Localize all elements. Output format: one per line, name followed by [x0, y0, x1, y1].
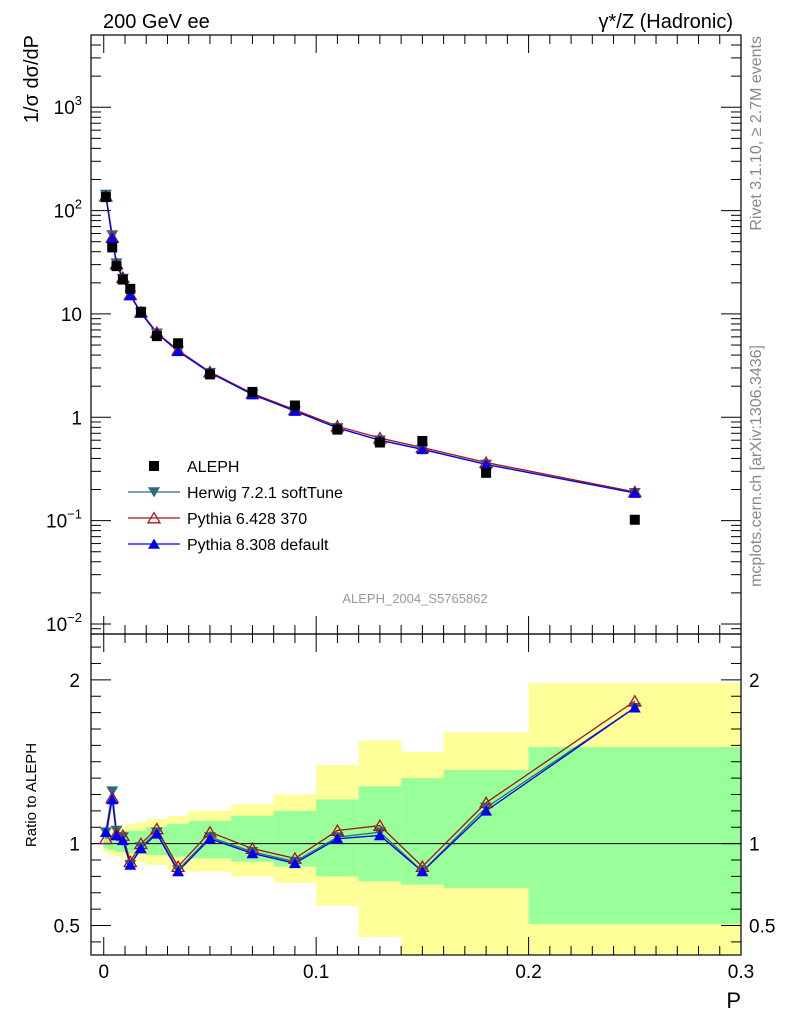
data-point — [151, 331, 162, 342]
data-point — [125, 283, 136, 294]
legend-label: Pythia 8.308 default — [187, 537, 329, 554]
ratio-data-point — [116, 834, 129, 846]
data-point — [204, 369, 215, 380]
stat-uncertainty-band — [443, 769, 529, 888]
rivet-label: Rivet 3.1.10, ≥ 2.7M events — [748, 36, 765, 231]
ratio-plot-series — [98, 694, 642, 877]
data-point — [173, 338, 184, 349]
data-point — [117, 274, 128, 285]
y-tick-label: 1 — [71, 408, 82, 429]
main-y-axis-label: 1/σ dσ/dP — [21, 35, 43, 123]
stat-uncertainty-band — [135, 830, 147, 854]
ratio-data-point — [246, 848, 259, 859]
ratio-data-point — [331, 833, 344, 844]
y-tick-label-exponent: 2 — [75, 197, 82, 212]
ratio-data-point — [150, 828, 163, 839]
y-tick-label-mantissa: 10 — [46, 512, 67, 533]
data-point — [247, 386, 258, 397]
data-point — [124, 290, 137, 301]
data-point — [629, 514, 640, 525]
ratio-data-point — [124, 859, 137, 870]
y-tick-label: 10−1 — [46, 507, 82, 533]
ratio-data-point — [172, 866, 185, 877]
data-point — [416, 443, 429, 455]
legend-label: Herwig 7.2.1 softTune — [187, 485, 343, 502]
stat-uncertainty-band — [167, 823, 189, 857]
legend-marker — [148, 538, 160, 549]
data-point — [289, 400, 300, 411]
data-point — [135, 306, 146, 317]
data-point — [481, 467, 492, 478]
ratio-y-tick-label-left: 2 — [69, 671, 80, 692]
data-point — [480, 459, 493, 470]
ratio-uncertainty-bands — [103, 683, 741, 955]
ratio-plot-frame: 0 0.1 0.2 0.3 0.5 0.5 1 1 2 2 — [54, 633, 775, 983]
legend-marker — [148, 487, 160, 498]
data-point — [628, 487, 641, 498]
ratio-data-point — [288, 857, 301, 869]
ratio-data-point — [106, 794, 119, 805]
process-label: γ*/Z (Hadronic) — [599, 11, 733, 33]
x-tick-label: 0.1 — [303, 962, 329, 983]
data-point — [106, 232, 119, 244]
y-tick-label-exponent: 3 — [75, 93, 82, 108]
legend-label: ALEPH — [187, 459, 239, 476]
legend: ALEPH Herwig 7.2.1 softTune Pythia 6.428 3… — [128, 459, 343, 554]
ratio-y-tick-label-right: 2 — [749, 671, 760, 692]
data-point — [332, 424, 343, 435]
series-line — [105, 196, 635, 493]
legend-marker — [146, 511, 162, 524]
ratio-y-axis-label: Ratio to ALEPH — [23, 743, 40, 847]
y-tick-label-mantissa: 10 — [61, 305, 82, 326]
main-plot-series — [98, 189, 642, 525]
y-tick-label: 10−2 — [46, 610, 82, 636]
analysis-label: ALEPH_2004_S5765862 — [342, 591, 487, 606]
ratio-data-point — [373, 830, 386, 841]
data-point — [288, 405, 301, 416]
data-point — [111, 261, 122, 272]
ratio-y-tick-label-right: 1 — [749, 835, 760, 856]
stat-uncertainty-band — [124, 830, 136, 854]
stat-uncertainty-band — [114, 833, 121, 852]
data-point — [100, 192, 111, 203]
y-tick-label: 102 — [54, 197, 82, 223]
ratio-data-point — [99, 826, 112, 837]
energy-label: 200 GeV ee — [103, 11, 210, 33]
ratio-y-tick-label-left: 0.5 — [54, 917, 80, 938]
ratio-data-point — [134, 843, 147, 854]
ratio-data-point — [416, 866, 429, 877]
legend-marker — [149, 461, 159, 471]
y-tick-label: 10 — [61, 305, 82, 326]
series-line — [105, 194, 635, 494]
ratio-data-point — [480, 805, 493, 816]
y-tick-label-mantissa: 10 — [46, 615, 67, 636]
y-tick-label-exponent: −1 — [67, 507, 82, 522]
y-tick-label-mantissa: 10 — [54, 98, 75, 119]
x-tick-label: 0.2 — [515, 962, 541, 983]
legend-label: Pythia 6.428 370 — [187, 511, 307, 528]
source-label: mcplots.cern.ch [arXiv:1306.3436] — [748, 345, 765, 587]
y-tick-label: 103 — [54, 93, 82, 119]
y-tick-label-exponent: −2 — [67, 610, 82, 625]
ratio-y-tick-label-left: 1 — [69, 835, 80, 856]
ratio-y-tick-label-right: 0.5 — [749, 917, 775, 938]
data-point — [374, 437, 385, 448]
x-axis-label: P — [726, 988, 741, 1013]
ratio-data-point — [203, 833, 216, 844]
y-tick-label-mantissa: 10 — [54, 202, 75, 223]
stat-uncertainty-band — [103, 837, 108, 849]
data-point — [107, 242, 118, 253]
x-tick-label: 0.3 — [728, 962, 754, 983]
stat-uncertainty-band — [528, 747, 741, 924]
data-point — [172, 345, 185, 357]
ratio-data-point — [628, 702, 641, 713]
chart-text: 200 GeV ee γ*/Z (Hadronic) 1/σ dσ/dP Rat… — [21, 11, 765, 1013]
data-point — [417, 435, 428, 446]
ratio-data-point — [98, 832, 114, 845]
ratio-data-point — [110, 830, 123, 841]
x-tick-label: 0 — [98, 962, 109, 983]
y-tick-label-mantissa: 1 — [71, 408, 82, 429]
series-line — [105, 195, 635, 494]
